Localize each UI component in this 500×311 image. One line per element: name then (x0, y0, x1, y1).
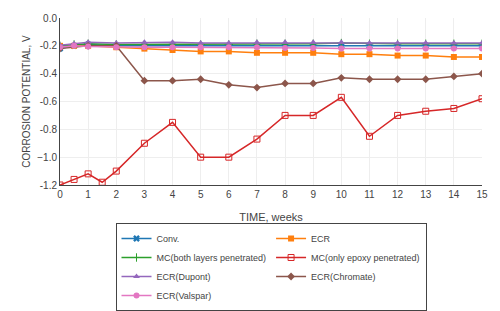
svg-text:0.0: 0.0 (43, 13, 57, 24)
svg-text:TIME, weeks: TIME, weeks (239, 211, 303, 223)
svg-text:MC(both layers penetrated): MC(both layers penetrated) (157, 253, 267, 263)
svg-text:7: 7 (254, 189, 260, 200)
svg-text:12: 12 (392, 189, 404, 200)
svg-text:3: 3 (142, 189, 148, 200)
svg-text:−1.0: −1.0 (37, 152, 57, 163)
svg-text:15: 15 (476, 189, 488, 200)
svg-text:ECR(Dupont): ECR(Dupont) (157, 272, 211, 282)
svg-text:ECR(Chromate): ECR(Chromate) (311, 272, 376, 282)
svg-text:4: 4 (170, 189, 176, 200)
svg-text:-0.4: -0.4 (40, 68, 58, 79)
svg-text:13: 13 (420, 189, 432, 200)
svg-text:ECR: ECR (311, 234, 331, 244)
svg-text:0: 0 (57, 189, 63, 200)
svg-text:-0.8: -0.8 (40, 124, 58, 135)
svg-text:1: 1 (85, 189, 91, 200)
svg-text:CORROSION POTENTIAL, V: CORROSION POTENTIAL, V (21, 35, 32, 168)
svg-text:11: 11 (364, 189, 375, 200)
svg-text:Conv.: Conv. (157, 234, 180, 244)
svg-text:6: 6 (226, 189, 232, 200)
svg-text:-0.6: -0.6 (40, 96, 58, 107)
svg-text:9: 9 (310, 189, 316, 200)
svg-text:2: 2 (113, 189, 119, 200)
svg-text:8: 8 (282, 189, 288, 200)
svg-text:10: 10 (336, 189, 348, 200)
svg-text:MC(only epoxy penetrated): MC(only epoxy penetrated) (311, 253, 420, 263)
svg-text:ECR(Valspar): ECR(Valspar) (157, 291, 212, 301)
svg-text:5: 5 (198, 189, 204, 200)
svg-text:-1.2: -1.2 (40, 180, 58, 191)
svg-text:14: 14 (448, 189, 460, 200)
svg-text:-0.2: -0.2 (40, 40, 58, 51)
